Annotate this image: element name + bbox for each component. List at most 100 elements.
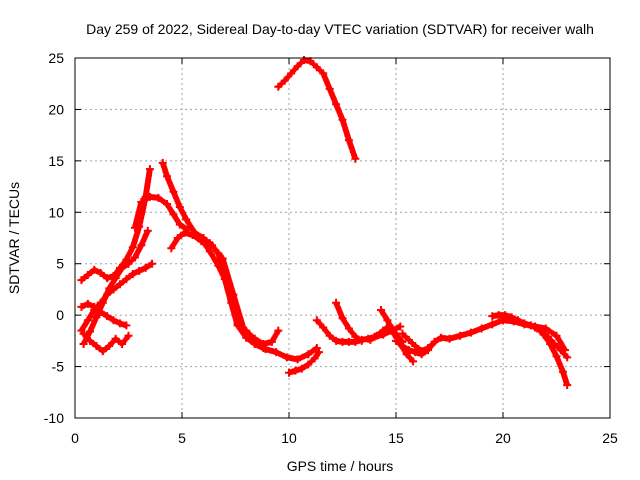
chart-title: Day 259 of 2022, Sidereal Day-to-day VTE… bbox=[86, 21, 594, 37]
data-point bbox=[417, 347, 426, 356]
series-arc-19 bbox=[531, 323, 572, 362]
data-point bbox=[430, 337, 439, 346]
data-point bbox=[293, 62, 302, 71]
data-point bbox=[325, 84, 334, 93]
data-point bbox=[379, 326, 388, 335]
y-tick-label: -5 bbox=[52, 359, 65, 375]
data-point bbox=[299, 56, 308, 65]
x-tick-label: 15 bbox=[388, 430, 404, 446]
data-point bbox=[118, 263, 127, 272]
series-arc-10 bbox=[274, 56, 360, 163]
data-point bbox=[274, 82, 283, 91]
data-point bbox=[477, 324, 486, 333]
data-point bbox=[392, 336, 400, 345]
x-tick-label: 25 bbox=[602, 430, 618, 446]
data-point bbox=[135, 266, 144, 275]
data-point bbox=[182, 215, 191, 224]
data-point bbox=[128, 243, 137, 252]
data-point bbox=[436, 333, 445, 342]
data-point bbox=[488, 320, 497, 329]
data-point bbox=[404, 346, 413, 355]
data-point bbox=[304, 360, 313, 369]
data-point bbox=[103, 312, 112, 321]
data-point bbox=[351, 332, 360, 341]
data-point bbox=[77, 302, 86, 311]
y-tick-label: 25 bbox=[48, 50, 64, 66]
x-tick-label: 20 bbox=[495, 430, 511, 446]
y-tick-label: 20 bbox=[48, 101, 64, 117]
data-point bbox=[197, 235, 206, 244]
data-point bbox=[145, 192, 154, 201]
data-point bbox=[242, 333, 251, 342]
data-point bbox=[141, 263, 150, 272]
data-point bbox=[398, 329, 407, 338]
data-point bbox=[312, 63, 321, 72]
data-point bbox=[169, 210, 178, 219]
data-point bbox=[128, 270, 137, 278]
data-point bbox=[332, 336, 341, 345]
data-point bbox=[558, 367, 567, 376]
data-point bbox=[145, 165, 154, 174]
data-point bbox=[285, 368, 293, 377]
series-arc-18 bbox=[488, 311, 572, 390]
y-tick-label: 0 bbox=[56, 307, 64, 323]
data-point bbox=[274, 326, 283, 335]
data-point bbox=[105, 342, 114, 350]
data-point bbox=[92, 342, 101, 350]
data-point bbox=[344, 136, 353, 145]
x-tick-label: 0 bbox=[71, 430, 79, 446]
data-point bbox=[111, 274, 120, 283]
series-arc-11 bbox=[285, 348, 323, 377]
data-point bbox=[259, 344, 268, 353]
data-point bbox=[338, 314, 347, 323]
data-point bbox=[214, 249, 223, 258]
data-point bbox=[79, 339, 88, 348]
data-point bbox=[297, 364, 306, 373]
data-point bbox=[319, 323, 328, 332]
data-point bbox=[351, 154, 360, 163]
data-point bbox=[563, 381, 572, 390]
series-arc-09 bbox=[188, 230, 268, 353]
data-point bbox=[389, 329, 398, 338]
data-point bbox=[220, 275, 229, 284]
data-point bbox=[130, 223, 139, 232]
x-tick-label: 10 bbox=[281, 430, 297, 446]
data-point bbox=[543, 332, 552, 341]
data-point bbox=[169, 187, 178, 196]
data-point bbox=[526, 321, 535, 330]
data-point bbox=[550, 339, 559, 348]
data-point bbox=[282, 353, 291, 362]
data-point bbox=[332, 100, 341, 109]
data-point bbox=[105, 284, 114, 293]
data-point bbox=[98, 347, 107, 356]
data-point bbox=[293, 355, 302, 364]
data-point bbox=[366, 335, 375, 344]
data-point bbox=[77, 276, 86, 285]
x-axis-label: GPS time / hours bbox=[287, 458, 394, 474]
data-point bbox=[83, 271, 92, 280]
data-point bbox=[272, 348, 281, 357]
data-point bbox=[137, 198, 146, 206]
y-tick-label: 10 bbox=[48, 204, 64, 220]
data-point bbox=[143, 226, 152, 235]
data-point bbox=[83, 316, 92, 325]
grid-layer bbox=[75, 58, 610, 418]
data-point bbox=[372, 331, 381, 340]
data-point bbox=[115, 319, 124, 328]
data-point bbox=[411, 342, 420, 350]
data-point bbox=[314, 348, 323, 357]
data-point bbox=[531, 323, 540, 332]
data-point bbox=[122, 321, 131, 330]
data-point bbox=[163, 200, 172, 209]
data-point bbox=[85, 327, 94, 336]
data-point bbox=[312, 316, 321, 325]
data-point bbox=[488, 312, 497, 321]
data-point bbox=[344, 324, 353, 333]
data-point bbox=[332, 298, 341, 307]
data-point bbox=[267, 337, 276, 346]
data-point bbox=[398, 342, 407, 350]
data-point bbox=[291, 366, 300, 375]
data-point bbox=[158, 158, 167, 167]
data-point bbox=[304, 350, 313, 359]
